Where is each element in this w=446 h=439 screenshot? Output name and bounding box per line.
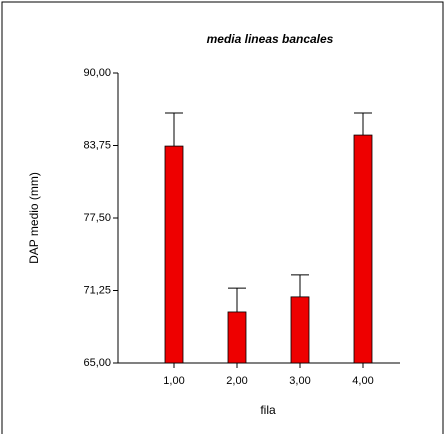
bar: [227, 311, 247, 364]
x-tick-label: 4,00: [352, 375, 373, 387]
bar: [353, 134, 373, 364]
bar: [164, 145, 184, 364]
y-tick-label: 65,00: [83, 357, 111, 369]
y-tick-label: 77,50: [83, 212, 111, 224]
x-tick-label: 1,00: [163, 375, 184, 387]
x-axis-label: fila: [260, 403, 276, 417]
bar: [290, 296, 310, 364]
y-axis-label: DAP medio (mm): [27, 172, 41, 264]
x-tick-label: 3,00: [289, 375, 310, 387]
y-tick-label: 83,75: [83, 139, 111, 151]
x-tick-label: 2,00: [226, 375, 247, 387]
y-tick-label: 90,00: [83, 67, 111, 79]
chart-title: media lineas bancales: [207, 32, 334, 46]
y-tick-label: 71,25: [83, 284, 111, 296]
